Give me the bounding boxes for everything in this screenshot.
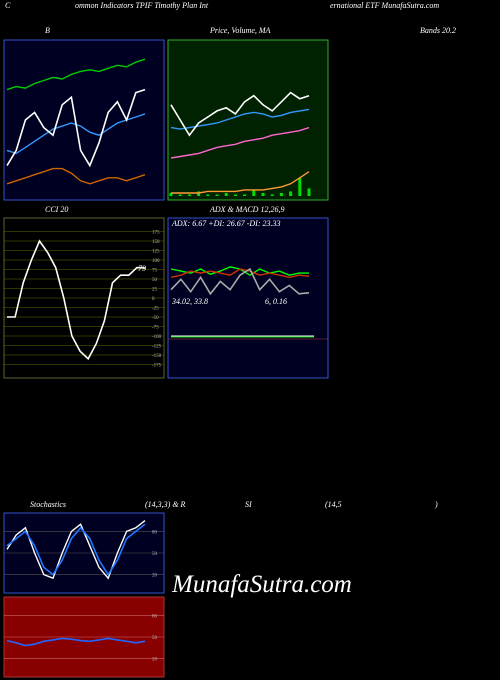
y-tick-label: 0 bbox=[152, 297, 155, 302]
panel-title: Stochastics bbox=[30, 500, 66, 509]
y-tick-label: 20 bbox=[152, 658, 158, 663]
y-tick-label: -125 bbox=[152, 345, 162, 350]
header: ernational ETF MunafaSutra.com bbox=[330, 1, 439, 10]
series-line bbox=[170, 108, 310, 130]
volume-bar bbox=[233, 194, 237, 196]
y-tick-label: 80 bbox=[152, 614, 158, 619]
series-line bbox=[171, 171, 310, 194]
volume-bar bbox=[298, 177, 302, 196]
panel bbox=[167, 39, 329, 201]
panel-title: ) bbox=[434, 500, 438, 509]
panel-title: (14,5 bbox=[325, 500, 342, 509]
y-tick-label: 20 bbox=[152, 574, 158, 579]
volume-bar bbox=[289, 191, 293, 196]
panel-title: (14,3,3) & R bbox=[145, 500, 186, 509]
series-line bbox=[7, 239, 146, 361]
series-line bbox=[170, 268, 310, 279]
last-value: 79 bbox=[138, 264, 146, 273]
series-line bbox=[170, 91, 310, 137]
y-tick-label: 150 bbox=[152, 240, 160, 245]
y-tick-label: 25 bbox=[152, 288, 158, 293]
y-tick-label: 75 bbox=[152, 269, 158, 274]
y-tick-label: -50 bbox=[152, 316, 159, 321]
panel-title: CCI 20 bbox=[45, 205, 68, 214]
series-line bbox=[6, 523, 146, 577]
panel-title: ADX: 6.67 +DI: 26.67 -DI: 23.33 bbox=[171, 219, 281, 228]
y-tick-label: 175 bbox=[152, 231, 160, 236]
series-line bbox=[6, 88, 146, 168]
y-tick-label: -100 bbox=[152, 335, 162, 340]
panel-title: Price, Volume, MA bbox=[209, 26, 271, 35]
watermark: MunafaSutra.com bbox=[171, 571, 352, 598]
y-tick-label: -150 bbox=[152, 354, 162, 359]
series-line bbox=[170, 267, 310, 296]
volume-bar bbox=[206, 194, 210, 196]
header: ommon Indicators TPIF Timothy Plan Int bbox=[75, 1, 209, 10]
y-tick-label: 80 bbox=[152, 530, 158, 535]
header: C bbox=[5, 1, 11, 10]
panel-title: 6, 0.16 bbox=[265, 297, 287, 306]
volume-bar bbox=[224, 192, 228, 196]
y-tick-label: 50 bbox=[152, 278, 158, 283]
panel-title: SI bbox=[245, 500, 252, 509]
volume-bar bbox=[197, 191, 201, 196]
volume-bar bbox=[169, 192, 173, 196]
y-tick-label: 50 bbox=[152, 552, 158, 557]
series-line bbox=[6, 520, 146, 580]
series-line bbox=[6, 637, 146, 647]
volume-bar bbox=[215, 194, 219, 196]
y-tick-label: 125 bbox=[152, 250, 160, 255]
panel-title: B bbox=[45, 26, 50, 35]
volume-bar bbox=[187, 194, 191, 196]
volume-bar bbox=[270, 194, 274, 196]
y-tick-label: -75 bbox=[152, 326, 159, 331]
panel-title: 34.02, 33.8 bbox=[171, 297, 208, 306]
y-tick-label: 100 bbox=[152, 259, 160, 264]
volume-bar bbox=[178, 194, 182, 196]
volume-bar bbox=[307, 188, 311, 196]
y-tick-label: -25 bbox=[152, 307, 159, 312]
series-line bbox=[6, 167, 146, 185]
volume-bar bbox=[261, 192, 265, 196]
y-tick-label: 50 bbox=[152, 636, 158, 641]
series-line bbox=[170, 126, 310, 159]
volume-bar bbox=[252, 189, 256, 196]
panel bbox=[3, 39, 165, 201]
series-line bbox=[6, 58, 146, 91]
panel-title: ADX & MACD 12,26,9 bbox=[209, 205, 284, 214]
y-tick-label: -175 bbox=[152, 364, 162, 369]
panel bbox=[167, 217, 329, 379]
volume-bar bbox=[279, 192, 283, 196]
panel-title: Bands 20.2 bbox=[420, 26, 456, 35]
volume-bar bbox=[243, 194, 247, 196]
